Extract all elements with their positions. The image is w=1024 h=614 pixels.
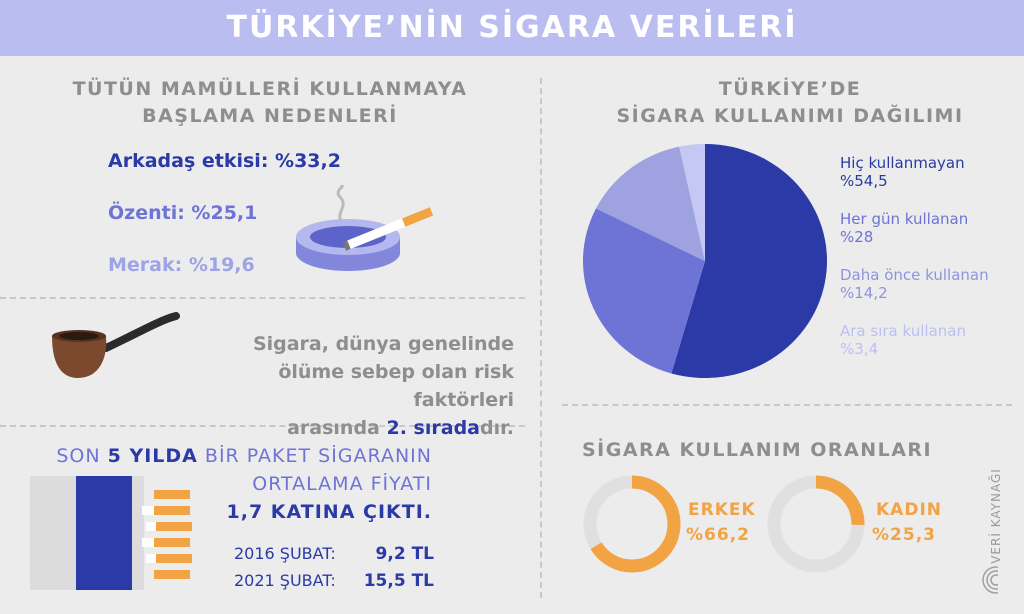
price-row-2021: 2021 ŞUBAT: 15,5 TL — [234, 571, 434, 591]
vertical-divider — [540, 78, 542, 598]
pie-slice-daily — [583, 208, 705, 374]
male-rate-donut — [583, 475, 681, 573]
reason-emulation: Özenti: %25,1 — [108, 202, 258, 224]
legend-label-former: Daha önce kullanan — [840, 266, 989, 284]
fact-line2: ölüme sebep olan risk faktörleri — [278, 361, 514, 411]
distribution-title-line2: SİGARA KULLANIMI DAĞILIMI — [616, 105, 964, 127]
fact-line3: arasında 2. sıradadır. — [180, 414, 514, 442]
divider-left-2 — [0, 425, 525, 427]
reasons-title: TÜTÜN MAMÜLLERİ KULLANMAYA BAŞLAMA NEDEN… — [20, 76, 520, 130]
pie-slice-former — [596, 146, 705, 261]
price-title-line1: SON 5 YILDA BİR PAKET SİGARANIN — [20, 442, 432, 470]
legend-pct-never: %54,5 — [840, 172, 888, 190]
rates-title: SİGARA KULLANIM ORANLARI — [582, 439, 933, 461]
price-title-line3: 1,7 KATINA ÇIKTI. — [226, 501, 432, 523]
pie-legend: Hiç kullanmayan %54,5 Her gün kullanan %… — [840, 154, 1020, 358]
legend-label-never: Hiç kullanmayan — [840, 154, 965, 172]
reasons-title-line2: BAŞLAMA NEDENLERİ — [142, 105, 398, 127]
pipe-icon — [52, 312, 180, 378]
divider-left-1 — [0, 297, 525, 299]
fact-line3-pre: arasında — [287, 417, 387, 439]
pie-slice-never — [671, 144, 827, 378]
price-year-2021: 2021 ŞUBAT: — [234, 571, 336, 590]
reason-friends: Arkadaş etkisi: %33,2 — [108, 150, 341, 172]
price-title-part-c: BİR PAKET SİGARANIN — [197, 445, 432, 467]
price-title-line2: ORTALAMA FİYATI — [252, 473, 432, 495]
page-title: TÜRKİYE’NİN SİGARA VERİLERİ — [226, 10, 798, 45]
fact-line1: Sigara, dünya genelinde — [252, 333, 514, 355]
male-pct: %66,2 — [686, 525, 750, 545]
reason-curiosity: Merak: %19,6 — [108, 254, 255, 276]
source-watermark: VERİ KAYNAĞI — [984, 466, 1008, 566]
pie-slice-occasional — [679, 144, 705, 261]
source-logo-icon — [982, 566, 1012, 594]
source-label: VERİ KAYNAĞI — [989, 468, 1003, 564]
legend-item-never: Hiç kullanmayan %54,5 — [840, 154, 1020, 190]
male-donut-arc — [583, 475, 681, 573]
price-value-2016: 9,2 TL — [375, 544, 434, 564]
distribution-title-line1: TÜRKİYE’DE — [718, 78, 862, 100]
divider-right — [562, 404, 1012, 406]
price-title-part-a: SON — [56, 445, 108, 467]
reasons-title-line1: TÜTÜN MAMÜLLERİ KULLANMAYA — [72, 78, 468, 100]
fact-text: Sigara, dünya genelinde ölüme sebep olan… — [180, 330, 514, 442]
legend-pct-occasional: %3,4 — [840, 340, 879, 358]
price-year-2016: 2016 ŞUBAT: — [234, 544, 336, 563]
male-label: ERKEK — [688, 500, 756, 520]
legend-item-occasional: Ara sıra kullanan %3,4 — [840, 322, 1020, 358]
fact-highlight: 2. sırada — [386, 417, 481, 439]
price-title-highlight: 5 YILDA — [107, 445, 198, 467]
legend-label-occasional: Ara sıra kullanan — [840, 322, 966, 340]
usage-pie-chart — [583, 144, 827, 378]
female-rate-donut — [767, 475, 865, 573]
legend-pct-former: %14,2 — [840, 284, 888, 302]
price-value-2021: 15,5 TL — [363, 571, 434, 591]
legend-label-daily: Her gün kullanan — [840, 210, 969, 228]
female-donut-arc — [767, 475, 865, 573]
cigarette-pack-icon — [30, 476, 192, 590]
female-pct: %25,3 — [872, 525, 936, 545]
distribution-title: TÜRKİYE’DE SİGARA KULLANIMI DAĞILIMI — [560, 76, 1020, 130]
legend-item-daily: Her gün kullanan %28 — [840, 210, 1020, 246]
price-title: SON 5 YILDA BİR PAKET SİGARANIN ORTALAMA… — [20, 442, 432, 526]
legend-item-former: Daha önce kullanan %14,2 — [840, 266, 1020, 302]
female-label: KADIN — [876, 500, 942, 520]
ashtray-icon — [296, 185, 434, 271]
title-banner — [0, 0, 1024, 56]
fact-line3-post: dır. — [480, 417, 514, 439]
price-row-2016: 2016 ŞUBAT: 9,2 TL — [234, 544, 434, 564]
legend-pct-daily: %28 — [840, 228, 874, 246]
